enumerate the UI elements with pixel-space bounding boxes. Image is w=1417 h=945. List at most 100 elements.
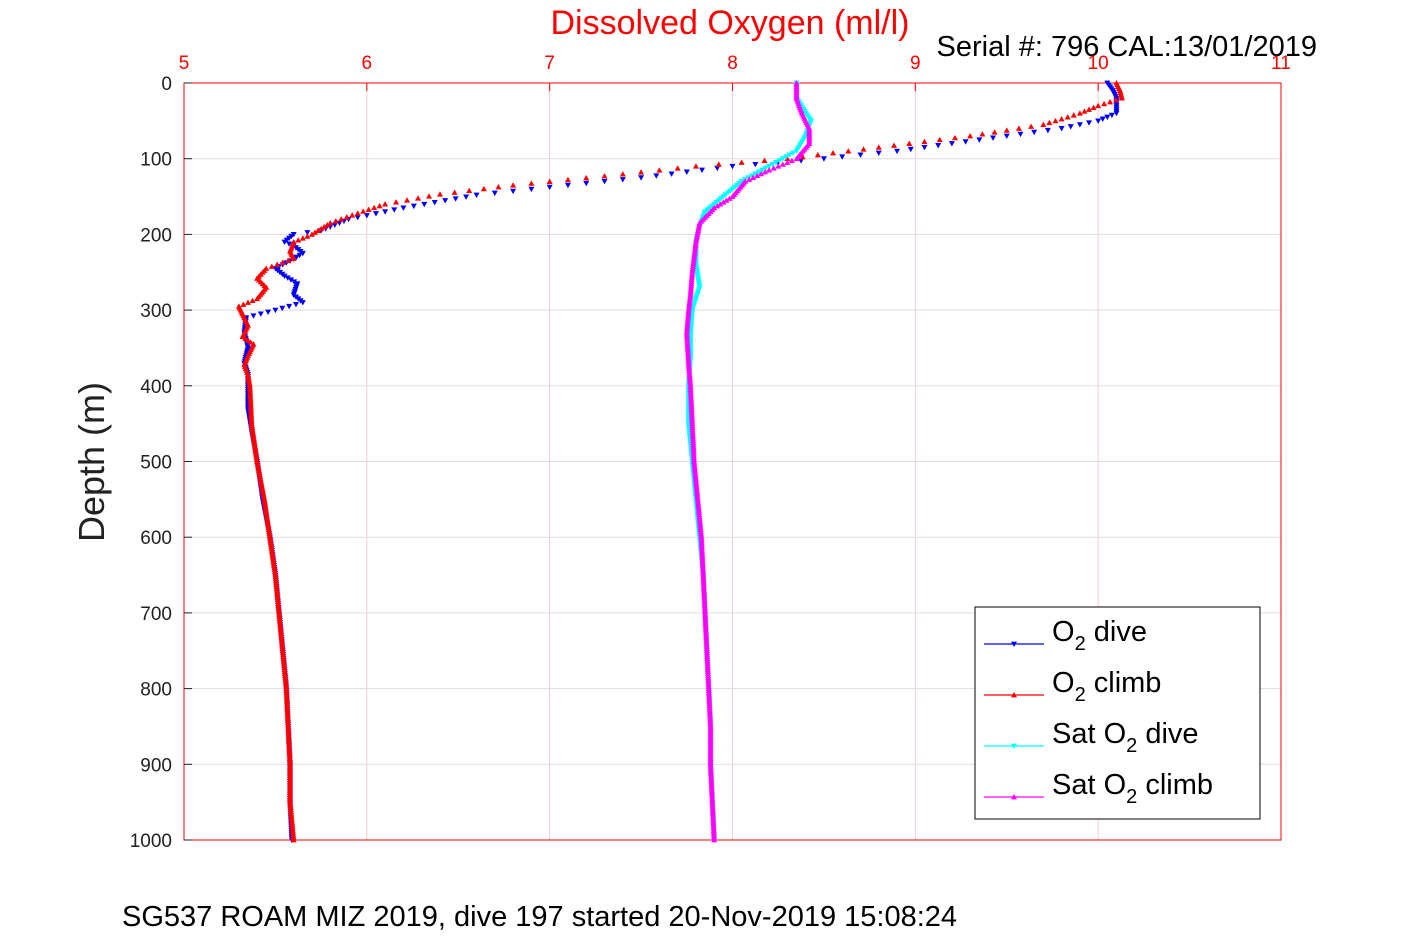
data-point (738, 159, 745, 165)
data-point (754, 172, 761, 179)
data-point (762, 165, 769, 172)
data-point (376, 202, 383, 209)
data-point (1081, 108, 1088, 114)
data-point (1067, 124, 1074, 130)
data-point (857, 152, 864, 158)
data-point (393, 199, 400, 205)
data-point (1086, 106, 1093, 112)
x-tick-label: 9 (910, 53, 921, 74)
data-point (1113, 110, 1120, 117)
x-tick-label: 6 (362, 53, 373, 74)
data-point (240, 301, 247, 307)
data-point (921, 144, 928, 151)
data-point (860, 146, 867, 152)
y-tick-label: 500 (140, 453, 172, 474)
data-point (1058, 115, 1065, 122)
data-point (1099, 116, 1106, 122)
data-point (583, 174, 590, 181)
data-point (820, 156, 827, 162)
data-point (343, 214, 350, 220)
data-point (360, 208, 367, 214)
y-tick-label: 0 (161, 74, 172, 95)
data-point (354, 214, 361, 221)
data-point (776, 158, 783, 164)
data-point (546, 178, 553, 184)
data-point (332, 218, 339, 224)
data-point (382, 201, 389, 207)
legend-marker (1011, 641, 1017, 647)
data-point (291, 279, 298, 285)
data-point (308, 231, 315, 237)
data-point (1090, 104, 1097, 111)
y-axis-label: Depth (m) (71, 382, 112, 542)
data-point (1052, 117, 1059, 124)
legend-entry-label: O2 climb (1052, 667, 1161, 706)
legend-box (974, 606, 1261, 820)
data-point (750, 174, 757, 181)
data-point (746, 176, 753, 182)
y-tick-label: 800 (140, 680, 172, 701)
data-point (921, 138, 928, 145)
data-point (510, 182, 517, 188)
data-point (299, 250, 306, 257)
data-point (295, 237, 302, 243)
data-point (583, 180, 590, 187)
data-point (699, 167, 706, 174)
data-point (714, 203, 721, 209)
data-point (766, 163, 773, 170)
data-point (784, 159, 791, 165)
y-axis: 0 100 200 300 400 500 600 700 800 900 1000 (130, 74, 192, 852)
data-point (268, 263, 275, 269)
data-point (1101, 100, 1108, 107)
data-point (318, 225, 325, 232)
y-tick-label: 900 (140, 755, 172, 776)
data-point (372, 211, 379, 217)
legend-marker (1011, 743, 1017, 749)
data-point (281, 273, 288, 280)
data-point (715, 161, 722, 167)
y-tick-label: 300 (140, 301, 172, 322)
data-point (891, 142, 898, 148)
data-point (1003, 127, 1010, 133)
data-point (365, 206, 372, 212)
data-point (793, 148, 800, 155)
data-point (528, 186, 535, 193)
data-point (752, 161, 759, 168)
data-point (279, 305, 286, 312)
data-point (674, 165, 681, 171)
data-point (312, 229, 319, 235)
x-tick-label: 8 (727, 53, 738, 74)
data-point (814, 151, 821, 158)
data-point (290, 837, 297, 843)
data-point (257, 311, 264, 317)
chart-footer: SG537 ROAM MIZ 2019, dive 197 started 20… (122, 901, 957, 933)
data-point (304, 230, 311, 236)
data-point (304, 233, 311, 239)
data-point (265, 309, 272, 315)
data-point (948, 141, 955, 147)
data-point (1095, 118, 1102, 124)
data-point (875, 144, 882, 150)
data-point (711, 837, 718, 843)
data-point (875, 150, 882, 157)
data-point (250, 313, 257, 319)
data-point (400, 205, 407, 211)
data-point (564, 182, 571, 189)
data-point (244, 337, 251, 343)
data-point (976, 137, 983, 143)
data-point (619, 177, 626, 183)
data-point (473, 192, 480, 199)
data-point (254, 295, 261, 302)
data-point (327, 220, 334, 226)
data-point (285, 257, 292, 263)
data-point (1086, 120, 1093, 126)
data-point (480, 185, 487, 192)
data-point (683, 169, 690, 175)
x-tick-label: 11 (1271, 53, 1291, 74)
data-point (714, 165, 721, 172)
y-tick-label: 600 (140, 528, 172, 549)
data-point (425, 193, 432, 199)
data-point (1017, 131, 1024, 138)
data-point (466, 187, 473, 194)
data-point (793, 155, 800, 162)
